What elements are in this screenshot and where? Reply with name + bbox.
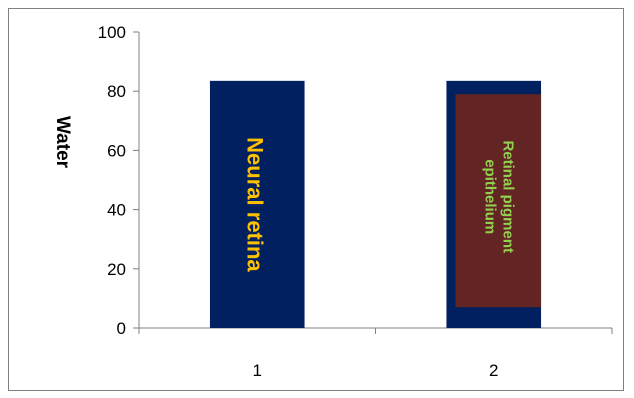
inner-box	[455, 94, 542, 308]
y-tick-label: 100	[98, 23, 126, 42]
y-tick-label: 20	[107, 260, 126, 279]
x-tick-label: 2	[489, 361, 498, 380]
label-epithelium: epithelium	[481, 159, 498, 234]
label-retinal-pigment: Retinal pigment	[499, 140, 516, 253]
bar-1	[209, 80, 305, 328]
y-tick-label: 40	[107, 201, 126, 220]
y-tick-label: 60	[107, 141, 126, 160]
label-neural-retina: Neural retina	[242, 137, 267, 272]
bars	[209, 80, 542, 328]
y-tick-label: 0	[117, 319, 126, 338]
x-tick-label: 1	[253, 361, 262, 380]
y-tick-label: 80	[107, 82, 126, 101]
y-axis-title: Water	[52, 116, 73, 169]
